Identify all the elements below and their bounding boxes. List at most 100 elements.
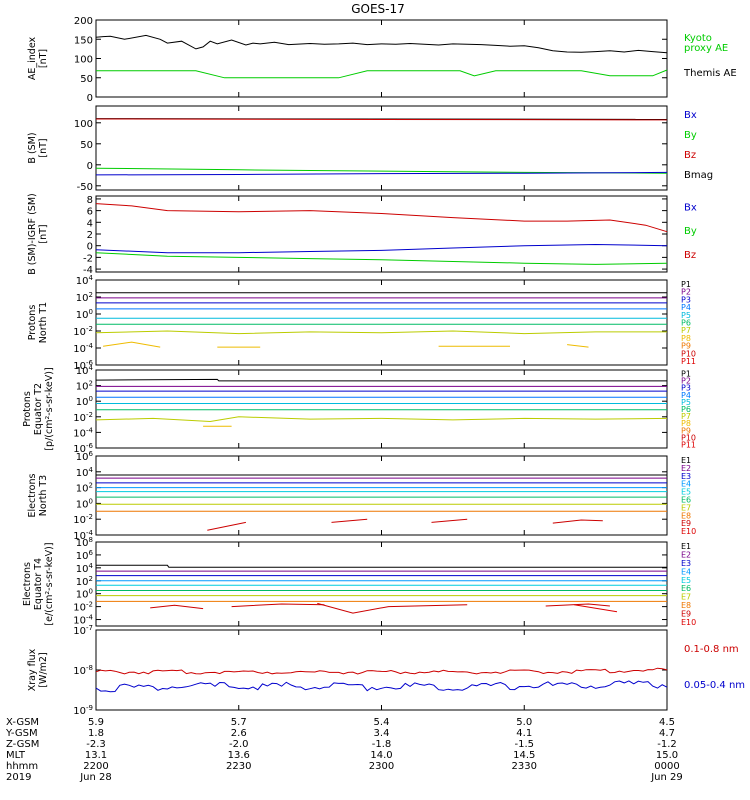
- xaxis-row-value: 14.5: [513, 750, 535, 761]
- y-tick-label: 200: [74, 16, 93, 27]
- y-axis-label: [nT]: [38, 224, 49, 243]
- xaxis-row-value: 2.6: [231, 728, 247, 739]
- series-line-p7: [95, 330, 667, 335]
- legend-entry: E8: [681, 601, 691, 610]
- xaxis-row-value: 4.7: [659, 728, 675, 739]
- panel-frame: [95, 455, 668, 536]
- y-axis-label: B (SM): [27, 132, 38, 163]
- y-tick-label: 100: [74, 119, 93, 130]
- legend-entry: E1: [681, 456, 691, 465]
- y-axis-label: [p/(cm²-s-sr-keV)]: [44, 367, 55, 450]
- series-line-e1: [96, 564, 667, 568]
- legend-entry: P6: [681, 319, 691, 328]
- y-tick-label: 106: [76, 450, 94, 463]
- legend-entry: E5: [681, 576, 691, 585]
- series-line-p7: [95, 416, 668, 423]
- legend-entry: P2: [681, 377, 691, 386]
- legend-entry: P1: [681, 280, 691, 289]
- y-tick-label: 10-4: [73, 426, 93, 439]
- legend-entry: P10: [681, 349, 696, 358]
- series-line-kyoto-proxy-ae: [96, 69, 668, 79]
- legend-entry: E5: [681, 488, 691, 497]
- legend-entry: P8: [681, 334, 691, 343]
- legend-entry: E9: [681, 519, 691, 528]
- legend-entry: By: [684, 226, 697, 237]
- panel-frame: [95, 369, 668, 449]
- legend-entry: proxy AE: [684, 43, 728, 54]
- xaxis-row-value: 2200: [83, 761, 108, 772]
- legend-entry: P9: [681, 342, 691, 351]
- legend-entry: E6: [681, 495, 691, 504]
- y-axis-label: B (SM)-IGRF (SM): [27, 193, 38, 275]
- y-tick-label: -50: [77, 182, 93, 193]
- y-axis-label: AE_index: [27, 37, 38, 81]
- y-tick-label: 106: [76, 549, 94, 562]
- y-tick-label: 100: [76, 395, 93, 408]
- y-tick-label: 0: [87, 242, 93, 253]
- legend-entry: Kyoto: [684, 33, 712, 44]
- legend-entry: P6: [681, 405, 691, 414]
- xaxis-row-value: 15.0: [656, 750, 678, 761]
- legend-entry: P11: [681, 440, 696, 449]
- y-tick-label: 104: [76, 274, 94, 287]
- series-line-e9b: [331, 518, 368, 523]
- series-line-e9c: [317, 602, 468, 614]
- panel-2: -50 0 50 100 B (SM) [nT] Bx By Bz Bmag: [27, 105, 713, 193]
- xaxis-row-label: 2019: [6, 772, 31, 783]
- series-line-bz: [95, 118, 668, 121]
- panel-frame: [95, 195, 668, 273]
- legend-entry: E8: [681, 511, 691, 520]
- xaxis-row-value: -2.3: [86, 739, 106, 750]
- legend-entry: By: [684, 130, 697, 141]
- y-tick-label: 10-8: [73, 664, 93, 677]
- y-tick-label: 100: [76, 588, 93, 601]
- series-line-e9a: [207, 521, 247, 531]
- series-line-p8d: [567, 344, 589, 348]
- series-line-e9d: [545, 603, 610, 607]
- y-tick-label: 10-9: [73, 704, 93, 717]
- legend-entry: E3: [681, 472, 691, 481]
- xaxis-row-value: Jun 29: [650, 772, 683, 783]
- y-tick-label: 104: [76, 364, 94, 377]
- legend-entry: P5: [681, 398, 691, 407]
- legend-entry: P4: [681, 391, 691, 400]
- xaxis-row-value: 4.1: [516, 728, 532, 739]
- xaxis-row-value: 2300: [369, 761, 394, 772]
- xaxis-row-label: hhmm: [6, 761, 38, 772]
- xaxis-row-value: 5.9: [88, 717, 104, 728]
- y-axis-label: Electrons: [27, 473, 38, 517]
- xaxis-row-label: MLT: [6, 750, 26, 761]
- y-axis-label: North T3: [38, 475, 49, 516]
- y-tick-label: 0: [87, 93, 93, 104]
- y-tick-label: 2: [87, 230, 93, 241]
- y-tick-label: 100: [74, 55, 93, 66]
- series-line-themis-ae: [95, 34, 668, 54]
- y-axis-label: Protons: [27, 305, 38, 341]
- legend-entry: E7: [681, 503, 691, 512]
- legend-entry: E3: [681, 559, 691, 568]
- xaxis-row-value: 5.0: [516, 717, 532, 728]
- y-tick-label: -4: [83, 265, 93, 276]
- xaxis-row-value: -1.5: [514, 739, 534, 750]
- y-axis-label: Equator T2: [33, 383, 44, 435]
- y-tick-label: 102: [76, 291, 93, 304]
- series-line-0-05-0-4-nm: [95, 680, 668, 693]
- y-tick-label: 10-2: [73, 601, 93, 614]
- legend-entry: P10: [681, 433, 696, 442]
- xaxis-row-value: 5.7: [231, 717, 247, 728]
- xaxis-row-value: 2330: [512, 761, 537, 772]
- legend-entry: Bmag: [684, 170, 713, 181]
- legend-entry: Bx: [684, 110, 697, 121]
- legend-entry: Bz: [684, 150, 696, 161]
- legend-entry: P7: [681, 326, 691, 335]
- legend-entry: P8: [681, 419, 691, 428]
- series-line-0-1-0-8-nm: [95, 667, 668, 675]
- series-line-p1: [95, 378, 667, 382]
- y-tick-label: 150: [74, 35, 93, 46]
- series-line-e9d: [552, 519, 603, 524]
- y-axis-label: Xray flux: [27, 648, 38, 691]
